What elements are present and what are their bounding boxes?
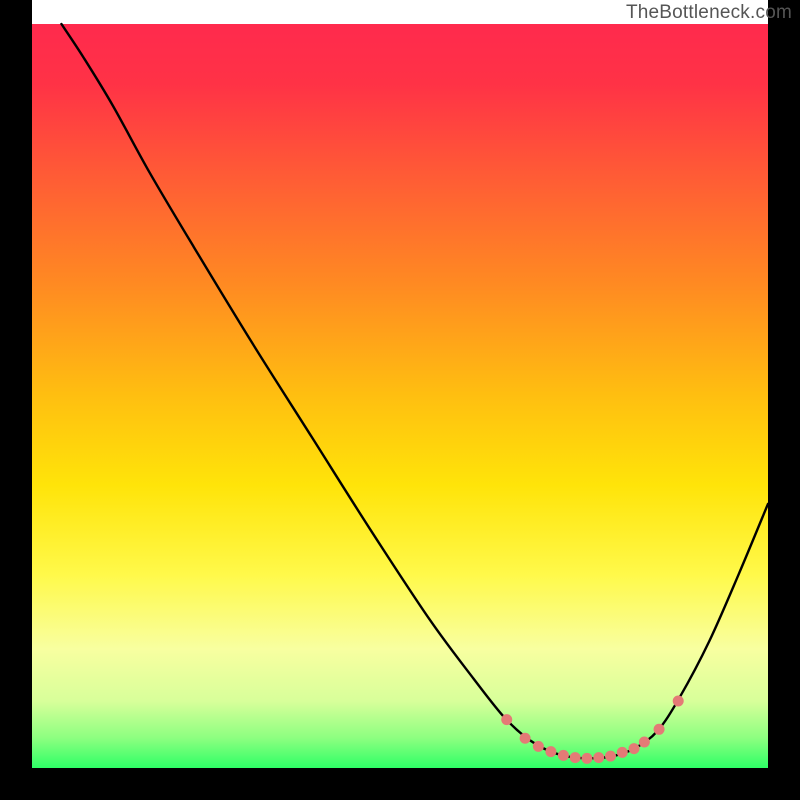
- watermark-text: TheBottleneck.com: [626, 2, 792, 24]
- valley-dot: [673, 696, 684, 707]
- valley-dot: [629, 743, 640, 754]
- valley-dot: [501, 714, 512, 725]
- valley-dot: [520, 733, 531, 744]
- plot-background: [32, 24, 768, 768]
- valley-dot: [581, 753, 592, 764]
- valley-dot: [533, 741, 544, 752]
- valley-dot: [605, 751, 616, 762]
- valley-dot: [593, 752, 604, 763]
- valley-dot: [558, 750, 569, 761]
- valley-dot: [617, 747, 628, 758]
- valley-dot: [545, 746, 556, 757]
- valley-dot: [654, 724, 665, 735]
- bottleneck-curve-chart: [0, 0, 800, 800]
- valley-dot: [639, 736, 650, 747]
- chart-container: TheBottleneck.com: [0, 0, 800, 800]
- valley-dot: [570, 752, 581, 763]
